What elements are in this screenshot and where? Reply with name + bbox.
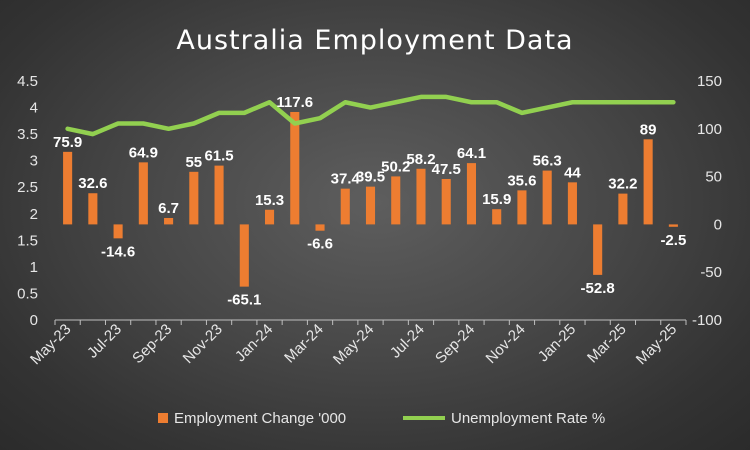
bar-data-label: 89 [640, 121, 657, 138]
bar-data-label: 32.2 [608, 176, 637, 193]
employment-bar [63, 151, 73, 225]
x-tick-label: Mar-24 [281, 321, 327, 367]
employment-bar [643, 139, 653, 225]
bar-data-label: 15.9 [482, 191, 511, 208]
x-tick-label: Jul-24 [387, 321, 428, 362]
legend-item-employment: Employment Change '000 [158, 410, 346, 427]
bar-data-label: 75.9 [53, 134, 82, 151]
employment-bar [517, 190, 527, 225]
employment-bar [264, 209, 275, 225]
right-tick-label: 100 [697, 121, 722, 138]
employment-bar [416, 168, 426, 225]
left-tick-label: 1.5 [17, 232, 38, 249]
chart-title: Australia Employment Data [176, 25, 573, 56]
x-tick-label: May-25 [633, 321, 680, 368]
employment-bar [466, 163, 477, 225]
employment-bar [618, 193, 628, 225]
employment-bar [189, 171, 199, 225]
bar-data-label: 6.7 [158, 200, 179, 217]
legend: Employment Change '000 Unemployment Rate… [158, 410, 605, 427]
right-tick-label: 150 [697, 73, 722, 90]
bar-data-label: 58.2 [406, 151, 435, 168]
employment-bar [138, 162, 148, 225]
employment-bar [492, 209, 502, 225]
x-tick-label: Sep-24 [432, 321, 478, 367]
employment-bar [88, 193, 98, 225]
left-axis: 0 0.5 1 1.5 2 2.5 3 3.5 4 4.5 [17, 73, 38, 329]
bar-data-label: -6.6 [307, 236, 333, 253]
x-tick-label: Nov-23 [180, 321, 226, 367]
left-tick-label: 0 [30, 312, 38, 329]
employment-bar [214, 165, 224, 225]
x-axis: May-23 Jul-23 Sep-23 Nov-23 Jan-24 Mar-24 May-… [27, 320, 687, 368]
bar-data-label: -52.8 [581, 280, 615, 297]
x-tick-label: Nov-24 [483, 321, 529, 367]
x-tick-label: Jan-25 [535, 321, 579, 365]
left-tick-label: 4 [30, 100, 38, 117]
left-tick-label: 1 [30, 259, 38, 276]
bar-data-label: 35.6 [507, 172, 536, 189]
unemployment-line [65, 94, 676, 137]
employment-bar [542, 170, 552, 225]
left-tick-label: 2.5 [17, 179, 38, 196]
bar-data-label: 32.6 [78, 175, 107, 192]
left-tick-label: 0.5 [17, 285, 38, 302]
right-tick-label: -50 [700, 264, 722, 281]
employment-bar [315, 224, 325, 231]
employment-bar [365, 186, 376, 225]
employment-bar [593, 224, 603, 275]
right-tick-label: 50 [705, 169, 722, 186]
x-tick-label: Jul-23 [84, 321, 125, 362]
legend-label-employment: Employment Change '000 [174, 410, 346, 427]
employment-bar [340, 188, 350, 225]
bar-data-label: -2.5 [660, 232, 686, 249]
employment-bar [441, 178, 451, 225]
bar-data-label: 64.1 [457, 145, 486, 162]
employment-bar [113, 224, 123, 239]
bar-data-label: 15.3 [255, 192, 284, 209]
employment-bar [164, 217, 174, 225]
legend-swatch-employment [158, 413, 168, 423]
right-tick-label: -100 [692, 312, 722, 329]
bar-data-label: 64.9 [129, 144, 158, 161]
right-axis: -100 -50 0 50 100 150 [692, 73, 722, 329]
unemployment-rate-line [65, 94, 676, 137]
bar-data-label: 117.6 [276, 94, 313, 111]
employment-bars [63, 111, 678, 287]
legend-label-unemployment: Unemployment Rate % [451, 410, 605, 427]
right-tick-label: 0 [714, 216, 722, 233]
bar-data-label: 44 [564, 164, 581, 181]
bar-data-label: 37.4 [331, 171, 361, 188]
left-tick-label: 4.5 [17, 73, 38, 90]
bar-data-label: 50.2 [381, 158, 410, 175]
employment-bar [239, 224, 249, 287]
legend-item-unemployment: Unemployment Rate % [403, 410, 605, 427]
x-tick-label: Jan-24 [232, 321, 276, 365]
left-tick-label: 3.5 [17, 126, 38, 143]
employment-bar [567, 182, 577, 225]
employment-bar [668, 224, 678, 227]
x-tick-label: Mar-25 [584, 321, 630, 367]
bar-data-label: -65.1 [227, 292, 261, 309]
x-tick-label: May-24 [330, 321, 377, 368]
employment-bar [391, 176, 401, 225]
bar-data-label: 61.5 [204, 148, 233, 165]
bar-data-labels: 75.9 32.6 -14.6 64.9 6.7 55 61.5 -65.1 15.3 117.6… [53, 94, 686, 309]
bar-data-label: 56.3 [533, 153, 562, 170]
left-tick-label: 3 [30, 153, 38, 170]
bar-data-label: -14.6 [101, 243, 135, 260]
left-tick-label: 2 [30, 206, 38, 223]
bar-data-label: 47.5 [432, 161, 461, 178]
bar-data-label: 55 [185, 154, 202, 171]
x-tick-label: Sep-23 [129, 321, 175, 367]
bar-data-label: 39.5 [356, 169, 385, 186]
employment-bar [290, 111, 300, 225]
